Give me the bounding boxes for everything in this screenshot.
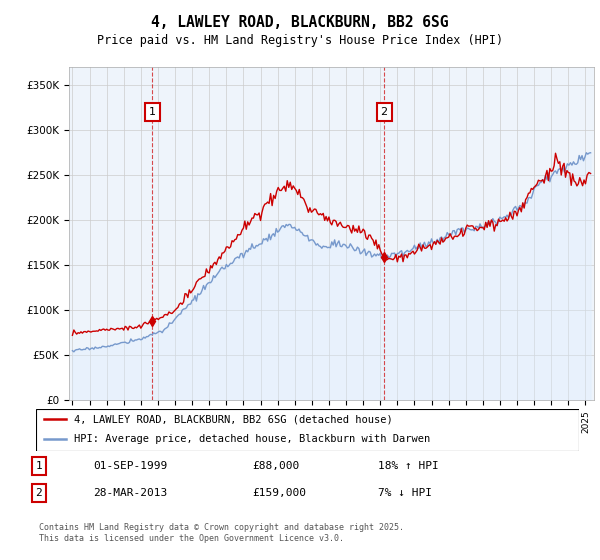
Text: HPI: Average price, detached house, Blackburn with Darwen: HPI: Average price, detached house, Blac… xyxy=(74,434,430,444)
Text: £88,000: £88,000 xyxy=(252,461,299,471)
Text: Contains HM Land Registry data © Crown copyright and database right 2025.
This d: Contains HM Land Registry data © Crown c… xyxy=(39,524,404,543)
Text: 4, LAWLEY ROAD, BLACKBURN, BB2 6SG: 4, LAWLEY ROAD, BLACKBURN, BB2 6SG xyxy=(151,15,449,30)
Text: 01-SEP-1999: 01-SEP-1999 xyxy=(93,461,167,471)
Text: 1: 1 xyxy=(149,107,156,117)
Text: 28-MAR-2013: 28-MAR-2013 xyxy=(93,488,167,498)
Text: £159,000: £159,000 xyxy=(252,488,306,498)
Text: 4, LAWLEY ROAD, BLACKBURN, BB2 6SG (detached house): 4, LAWLEY ROAD, BLACKBURN, BB2 6SG (deta… xyxy=(74,414,393,424)
Text: 2: 2 xyxy=(380,107,388,117)
Text: Price paid vs. HM Land Registry's House Price Index (HPI): Price paid vs. HM Land Registry's House … xyxy=(97,34,503,47)
Text: 18% ↑ HPI: 18% ↑ HPI xyxy=(378,461,439,471)
Text: 1: 1 xyxy=(35,461,43,471)
Text: 2: 2 xyxy=(35,488,43,498)
Text: 7% ↓ HPI: 7% ↓ HPI xyxy=(378,488,432,498)
